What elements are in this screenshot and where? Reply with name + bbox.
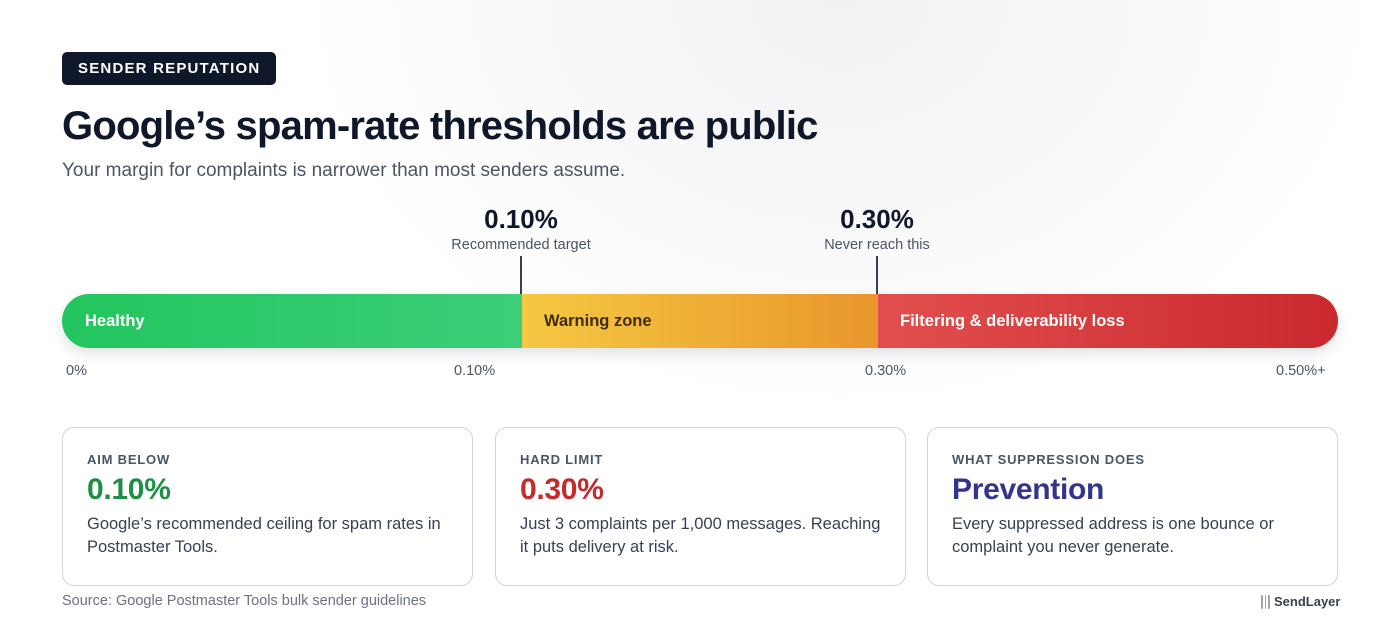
brand-logo: SendLayer (1261, 594, 1340, 609)
axis-label-0: 0% (66, 363, 87, 379)
segment-warning: Warning zone (522, 294, 878, 348)
marker-label: Recommended target (451, 237, 591, 253)
axis-label-3: 0.50%+ (1276, 363, 1326, 379)
card-description: Every suppressed address is one bounce o… (952, 515, 1274, 556)
marker-recommended: 0.10% Recommended target (411, 204, 631, 294)
card-value: Prevention (952, 473, 1105, 506)
card-kicker: WHAT SUPPRESSION DOES (952, 452, 1145, 467)
threshold-bar: Healthy Warning zone Filtering & deliver… (62, 294, 1338, 348)
card-value: 0.10% (87, 473, 171, 506)
card-suppression: WHAT SUPPRESSION DOES Prevention Every s… (927, 427, 1338, 586)
card-description: Just 3 complaints per 1,000 messages. Re… (520, 515, 881, 556)
axis-label-1: 0.10% (454, 363, 496, 379)
card-kicker: AIM BELOW (87, 452, 171, 467)
marker-label: Never reach this (824, 237, 930, 253)
brand-name: SendLayer (1274, 594, 1341, 609)
marker-value: 0.10% (484, 204, 558, 234)
card-value: 0.30% (520, 473, 604, 506)
axis-label-2: 0.30% (865, 363, 907, 379)
marker-tick (520, 256, 522, 294)
marker-limit: 0.30% Never reach this (767, 204, 987, 294)
card-kicker: HARD LIMIT (520, 452, 604, 467)
segment-healthy: Healthy (62, 294, 522, 348)
section-badge: SENDER REPUTATION (62, 52, 277, 85)
card-description: Google’s recommended ceiling for spam ra… (87, 515, 441, 556)
page-subtitle: Your margin for complaints is narrower t… (62, 160, 626, 181)
card-hard-limit: HARD LIMIT 0.30% Just 3 complaints per 1… (495, 427, 906, 586)
marker-value: 0.30% (840, 204, 914, 234)
sendlayer-logo-icon (1261, 594, 1271, 609)
source-note: Source: Google Postmaster Tools bulk sen… (62, 593, 427, 609)
card-aim-below: AIM BELOW 0.10% Google’s recommended cei… (62, 427, 473, 586)
segment-loss: Filtering & deliverability loss (878, 294, 1338, 348)
page-title: Google’s spam-rate thresholds are public (62, 104, 818, 148)
marker-tick (876, 256, 878, 294)
